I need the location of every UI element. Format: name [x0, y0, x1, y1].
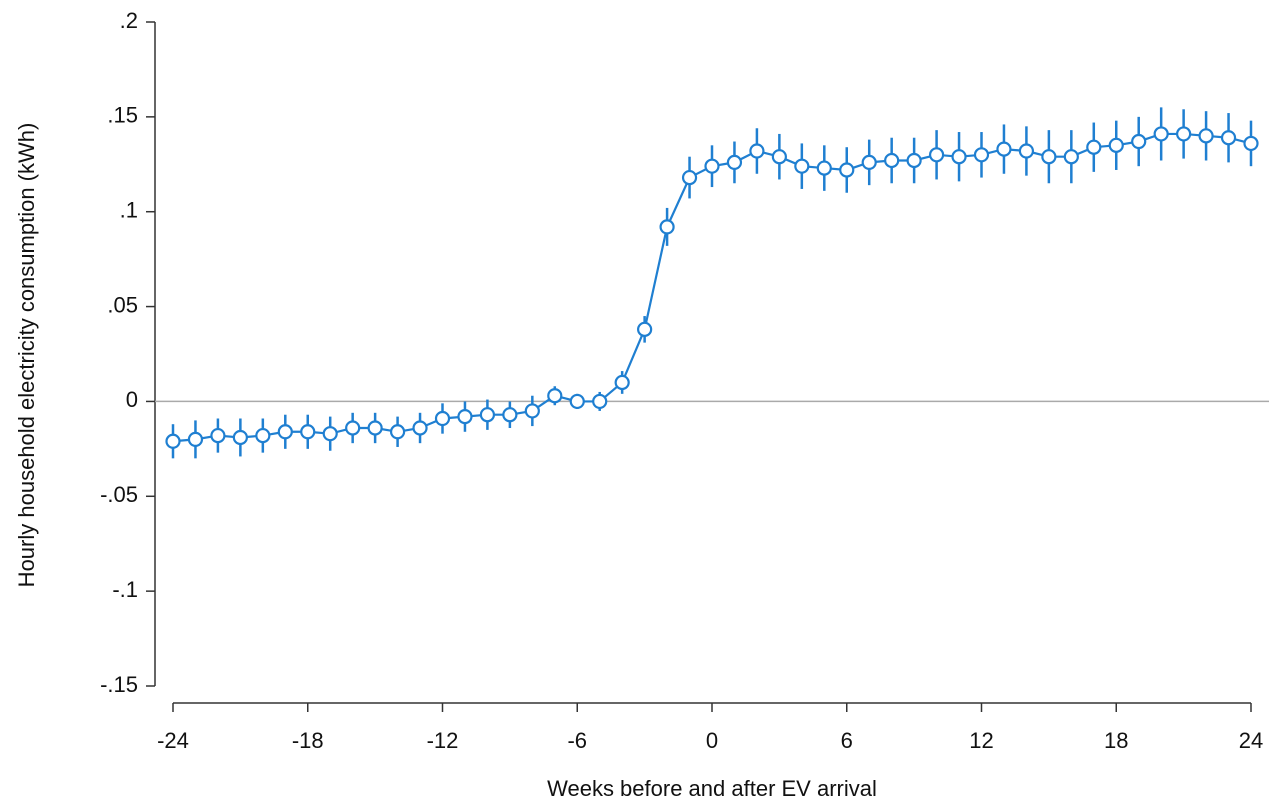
data-point	[1220, 130, 1237, 146]
x-tick-label: 12	[969, 728, 993, 753]
data-point	[389, 424, 406, 440]
data-point	[928, 147, 945, 163]
data-point	[1041, 149, 1057, 165]
data-point	[479, 407, 496, 423]
y-tick-label: -.1	[112, 577, 138, 602]
data-point	[884, 152, 900, 169]
x-tick-label: -12	[427, 728, 459, 753]
data-point	[457, 409, 473, 425]
data-point	[1176, 126, 1192, 142]
data-point	[367, 420, 383, 436]
data-point	[1198, 128, 1214, 144]
data-point	[749, 143, 765, 159]
data-point	[165, 433, 181, 449]
data-point	[322, 426, 338, 442]
x-axis-label: Weeks before and after EV arrival	[547, 776, 877, 801]
x-tick-label: 18	[1104, 728, 1128, 753]
data-point	[1108, 137, 1124, 153]
x-tick-label: -6	[567, 728, 587, 753]
data-point	[592, 393, 608, 410]
y-tick-label: .05	[107, 292, 138, 317]
data-point	[1153, 126, 1169, 142]
data-point	[771, 149, 787, 165]
y-tick-label: -.15	[100, 672, 138, 697]
data-point	[1018, 143, 1035, 159]
y-axis-label: Hourly household electricity consumption…	[14, 123, 39, 588]
data-point	[547, 388, 563, 404]
x-tick-label: 24	[1239, 728, 1263, 753]
data-point	[681, 169, 698, 186]
data-point	[300, 424, 316, 440]
data-point	[996, 141, 1012, 157]
data-point	[726, 154, 743, 170]
y-tick-label: 0	[126, 387, 138, 412]
y-tick-label: .2	[120, 8, 138, 33]
data-point	[255, 427, 271, 444]
x-tick-label: -18	[292, 728, 324, 753]
data-point	[861, 154, 877, 170]
data-point	[637, 321, 653, 337]
data-point	[659, 219, 675, 235]
data-point	[816, 160, 832, 176]
data-point	[524, 403, 540, 419]
data-point	[569, 393, 585, 410]
data-point	[502, 407, 518, 423]
data-point	[434, 410, 451, 427]
data-point	[614, 374, 630, 391]
data-point	[277, 424, 293, 440]
data-point	[1131, 133, 1147, 150]
data-point	[839, 162, 855, 178]
y-tick-label: -.05	[100, 482, 138, 507]
data-point	[187, 431, 204, 447]
data-point	[412, 420, 428, 436]
data-point	[973, 147, 990, 163]
x-tick-label: 0	[706, 728, 718, 753]
data-point	[906, 152, 922, 169]
data-point	[794, 158, 810, 174]
data-point	[1086, 139, 1102, 155]
data-point	[345, 420, 361, 436]
x-tick-label: 6	[841, 728, 853, 753]
x-tick-label: -24	[157, 728, 189, 753]
data-point	[232, 429, 248, 446]
data-point	[951, 149, 967, 165]
y-tick-label: .15	[107, 103, 138, 128]
data-point	[1063, 149, 1079, 165]
data-point	[704, 158, 720, 174]
data-point	[210, 427, 226, 444]
y-tick-label: .1	[120, 198, 138, 223]
data-point	[1243, 135, 1259, 152]
